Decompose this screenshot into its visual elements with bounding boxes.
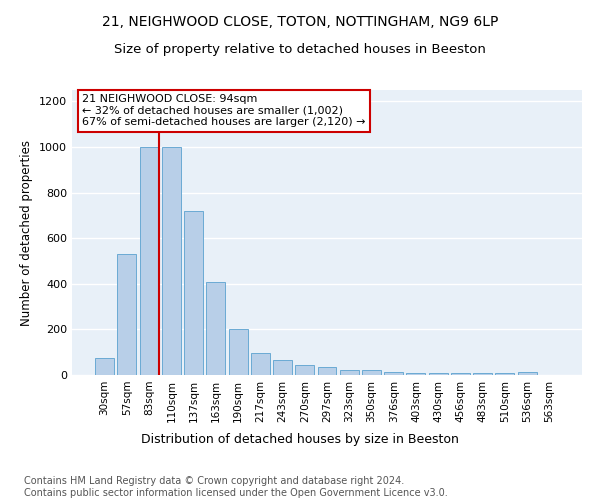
Bar [340,370,359,375]
Bar [140,146,158,375]
Bar [384,372,403,375]
Bar [229,330,248,375]
Text: 21 NEIGHWOOD CLOSE: 94sqm
← 32% of detached houses are smaller (1,002)
67% of se: 21 NEIGHWOOD CLOSE: 94sqm ← 32% of detac… [82,94,366,128]
Text: Contains HM Land Registry data © Crown copyright and database right 2024.
Contai: Contains HM Land Registry data © Crown c… [24,476,448,498]
Text: Size of property relative to detached houses in Beeston: Size of property relative to detached ho… [114,42,486,56]
Bar [273,360,292,375]
Text: Distribution of detached houses by size in Beeston: Distribution of detached houses by size … [141,432,459,446]
Bar [429,372,448,375]
Bar [184,211,203,375]
Bar [317,367,337,375]
Bar [406,372,425,375]
Text: 21, NEIGHWOOD CLOSE, TOTON, NOTTINGHAM, NG9 6LP: 21, NEIGHWOOD CLOSE, TOTON, NOTTINGHAM, … [102,15,498,29]
Bar [95,358,114,375]
Bar [518,372,536,375]
Bar [362,370,381,375]
Bar [162,146,181,375]
Bar [206,282,225,375]
Bar [118,254,136,375]
Bar [295,364,314,375]
Y-axis label: Number of detached properties: Number of detached properties [20,140,34,326]
Bar [451,372,470,375]
Bar [251,354,270,375]
Bar [473,372,492,375]
Bar [496,372,514,375]
